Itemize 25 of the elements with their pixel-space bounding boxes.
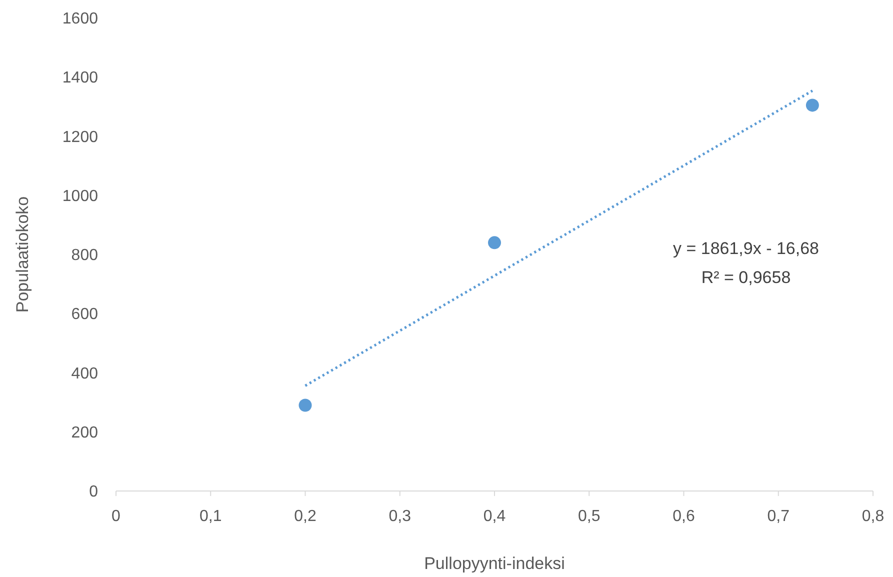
- y-tick-label: 1200: [62, 128, 98, 146]
- x-tick-label: 0,4: [483, 508, 506, 525]
- point: [806, 98, 819, 112]
- x-tick-label: 0,2: [294, 508, 316, 525]
- y-tick-label: 800: [71, 247, 98, 264]
- y-tick-label: 1600: [62, 10, 98, 28]
- point: [298, 398, 312, 412]
- y-tick-label: 1000: [62, 188, 98, 205]
- x-tick-label: 0,5: [578, 508, 600, 525]
- annotation: R² = 0,9658: [701, 268, 791, 287]
- x-axis-title: Pullopyynti-indeksi: [424, 554, 565, 573]
- x-tick-label: 0,3: [388, 508, 412, 525]
- y-tick-label: 600: [71, 306, 98, 324]
- y-tick-label: 200: [71, 424, 98, 442]
- y-axis-title: Populaatiokoko: [13, 196, 32, 313]
- x-tick-label: 0,1: [200, 508, 222, 525]
- y-tick-label: 1400: [62, 70, 98, 87]
- x-tick-label: 0,6: [672, 508, 695, 525]
- x-tick-label: 0: [112, 508, 121, 525]
- annotation: y = 1861,9x - 16,68: [672, 239, 820, 258]
- point: [488, 236, 501, 250]
- y-tick-label: 400: [71, 365, 98, 382]
- x-tick-label: 0,7: [767, 508, 790, 525]
- x-tick-label: 0,8: [862, 508, 884, 525]
- y-tick-label: 0: [89, 484, 98, 501]
